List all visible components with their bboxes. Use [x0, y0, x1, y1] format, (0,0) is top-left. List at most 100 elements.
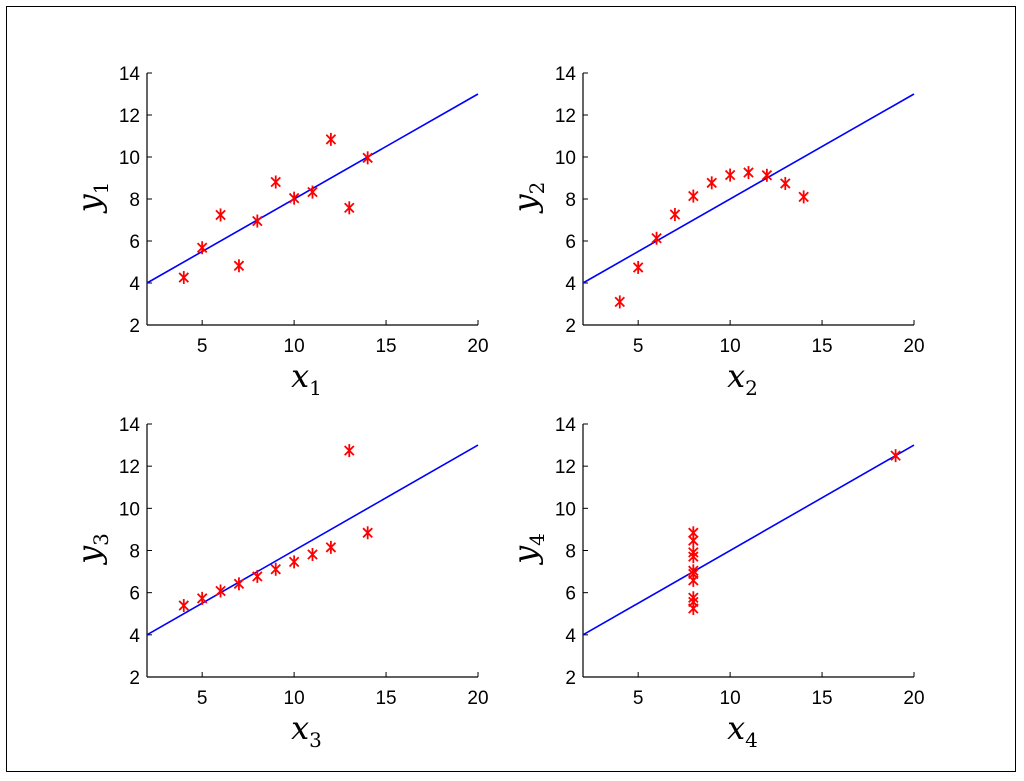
x-tick-label: 5 — [633, 336, 644, 357]
x-axis-label-sub: 4 — [745, 728, 758, 752]
data-point — [215, 584, 226, 598]
data-point — [233, 577, 245, 591]
x-axis-label: x2 — [727, 357, 758, 400]
data-point — [325, 132, 337, 146]
y-tick-label: 12 — [555, 457, 576, 478]
data-point-stroke — [270, 564, 281, 575]
data-point-stroke — [270, 176, 281, 188]
data-point — [362, 151, 373, 165]
y-tick-label: 12 — [119, 457, 140, 478]
regression-line — [146, 444, 479, 636]
data-point — [890, 449, 901, 463]
data-point — [307, 185, 318, 199]
x-axis-label-sub: 1 — [309, 376, 322, 400]
y-tick-label: 2 — [565, 316, 576, 337]
data-point-stroke — [178, 600, 190, 611]
x-tick-label: 5 — [197, 336, 208, 357]
y-axis-label-sub: 1 — [89, 182, 113, 195]
data-point — [307, 548, 318, 562]
data-point — [288, 191, 300, 205]
data-point-stroke — [614, 296, 626, 308]
data-point — [632, 260, 644, 274]
regression-line — [582, 93, 915, 284]
data-point — [688, 534, 699, 548]
data-point-stroke — [307, 186, 318, 198]
y-tick-label: 4 — [565, 274, 576, 295]
x-axis-label-main: x — [727, 709, 745, 747]
data-point-stroke — [178, 272, 190, 283]
data-point — [288, 555, 300, 569]
x-tick-label: 15 — [811, 688, 832, 709]
y-tick-label: 6 — [129, 232, 140, 253]
y-tick-label: 2 — [565, 668, 576, 689]
data-point-stroke — [688, 190, 699, 202]
data-point-stroke — [688, 547, 699, 558]
data-point — [651, 231, 662, 245]
data-point-stroke — [706, 177, 717, 189]
y-axis-label-sub: 4 — [525, 533, 549, 546]
data-point — [362, 526, 373, 540]
y-axis-label-main: y — [506, 193, 544, 214]
data-point-stroke — [362, 527, 373, 539]
data-point-stroke — [632, 262, 644, 273]
data-point-stroke — [288, 192, 300, 204]
y-tick-label: 4 — [129, 274, 140, 295]
y-tick-label: 8 — [565, 542, 576, 563]
data-point-stroke — [890, 450, 901, 461]
x-axis-label-sub: 2 — [745, 376, 758, 400]
data-point — [798, 190, 809, 204]
y-tick-label: 14 — [119, 64, 141, 85]
y-tick-label: 6 — [565, 232, 576, 253]
y-tick-label: 4 — [129, 626, 140, 647]
data-point-stroke — [288, 556, 300, 568]
y-tick-label: 12 — [555, 106, 576, 127]
x-tick-label: 5 — [197, 688, 208, 709]
y-tick-label: 8 — [129, 542, 140, 563]
figure-frame — [6, 6, 1016, 772]
data-point-stroke — [743, 167, 754, 178]
y-axis-label-sub: 3 — [89, 533, 113, 546]
y-tick-label: 14 — [119, 415, 141, 436]
y-axis-label-main: y — [70, 545, 108, 566]
y-tick-label: 14 — [555, 415, 577, 436]
data-point-stroke — [669, 209, 681, 220]
data-point — [706, 176, 717, 190]
y-tick-label: 14 — [555, 64, 577, 85]
data-point — [688, 189, 699, 203]
x-tick-label: 15 — [375, 336, 396, 357]
data-point-stroke — [688, 596, 699, 608]
data-point — [688, 545, 699, 559]
x-tick-label: 15 — [811, 336, 832, 357]
x-tick-label: 5 — [633, 688, 644, 709]
y-tick-label: 10 — [555, 499, 576, 520]
data-point-stroke — [344, 445, 355, 456]
data-point — [325, 540, 337, 554]
data-point — [252, 214, 263, 228]
data-point-stroke — [252, 571, 263, 582]
y-tick-label: 6 — [129, 584, 140, 605]
data-point — [252, 569, 263, 583]
x-tick-label: 20 — [903, 336, 924, 357]
data-point-stroke — [325, 542, 337, 553]
y-axis-label-main: y — [506, 545, 544, 566]
data-point-stroke — [798, 191, 809, 203]
data-point — [669, 208, 681, 222]
y-tick-label: 4 — [565, 626, 576, 647]
data-point-stroke — [196, 593, 208, 604]
data-point — [178, 271, 190, 285]
data-point — [196, 241, 208, 255]
x-tick-label: 15 — [375, 688, 396, 709]
y-tick-label: 6 — [565, 584, 576, 605]
y-tick-label: 10 — [119, 148, 140, 169]
y-axis-label: y4 — [506, 533, 549, 566]
x-tick-label: 10 — [720, 336, 741, 357]
data-point-stroke — [307, 549, 318, 560]
y-tick-label: 10 — [555, 148, 576, 169]
data-point — [270, 175, 281, 189]
x-tick-label: 20 — [467, 336, 488, 357]
y-axis-label-main: y — [70, 193, 108, 214]
x-tick-label: 10 — [284, 336, 305, 357]
